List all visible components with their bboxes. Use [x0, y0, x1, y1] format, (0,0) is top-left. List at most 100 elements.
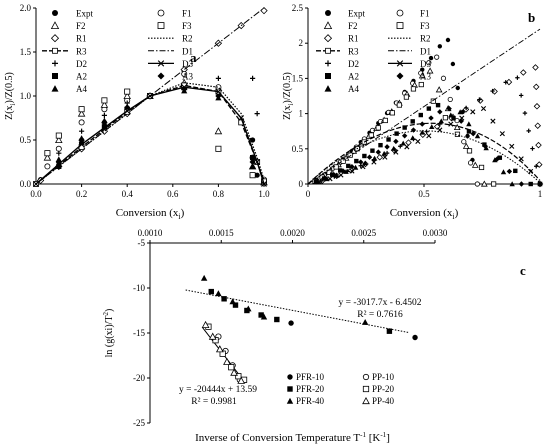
data-point: [349, 168, 355, 174]
data-point: [490, 88, 495, 94]
data-point: [338, 172, 344, 178]
x-tick-label: 0.0030: [423, 228, 448, 238]
fit-r2-1: R² = 0.7616: [357, 310, 403, 320]
legend-label: R1: [348, 34, 359, 44]
data-point: [430, 98, 436, 104]
data-point: [393, 149, 399, 155]
legend-label: R3: [76, 46, 87, 56]
data-point: [384, 150, 390, 156]
legend-label: R1: [76, 34, 87, 44]
legend-symbol: [52, 10, 58, 16]
data-point: [215, 88, 222, 95]
data-point: [327, 176, 333, 182]
y-tick-label: -10: [133, 283, 145, 293]
y-tick-label: 0.5: [20, 135, 32, 145]
data-point: [426, 60, 432, 66]
legend-symbol: [286, 397, 294, 404]
data-point: [250, 75, 256, 81]
data-point: [458, 118, 464, 124]
legend-label: F1: [420, 9, 430, 19]
data-point: [215, 94, 222, 101]
data-point: [497, 155, 503, 160]
legend-symbol: [287, 374, 293, 380]
data-point: [428, 55, 434, 61]
data-point: [230, 368, 238, 376]
data-point: [535, 161, 543, 168]
data-point: [101, 97, 108, 104]
data-point: [446, 105, 452, 112]
data-point: [375, 125, 381, 131]
legend-symbol: [52, 73, 58, 79]
data-point: [466, 121, 472, 127]
data-point: [533, 103, 541, 110]
data-point: [371, 159, 377, 165]
data-point: [288, 320, 294, 326]
data-point: [124, 108, 131, 114]
data-point: [528, 181, 533, 187]
data-point: [509, 143, 515, 149]
legend-label: Expt: [76, 9, 93, 19]
legend-label: PFR-40: [296, 396, 325, 406]
legend-symbol: [50, 21, 60, 30]
data-point: [428, 115, 434, 121]
legend-label: A4: [76, 84, 87, 94]
fit-r2-2: R² = 0.9981: [191, 397, 237, 407]
data-point: [396, 102, 402, 108]
data-point: [426, 106, 432, 111]
data-point: [44, 150, 51, 157]
data-point: [480, 105, 487, 112]
y-tick-label: 0: [299, 179, 304, 189]
data-point: [381, 150, 387, 156]
data-point: [466, 148, 473, 154]
data-point: [474, 181, 480, 187]
data-point: [476, 97, 484, 104]
data-point: [368, 132, 374, 138]
data-point: [56, 150, 62, 156]
data-point: [537, 181, 543, 187]
data-point: [55, 136, 63, 144]
legend-marker: [325, 47, 331, 54]
legend-a: Expt F1 F2 F3 R1 R2 R3 D1 D2 D3 A2 A3 A4: [42, 9, 193, 94]
d1-line: [307, 28, 541, 185]
series-pfr-10: [288, 320, 418, 341]
fit-line-1: [185, 289, 410, 334]
legend-label: A2: [348, 72, 359, 82]
data-point: [461, 139, 467, 145]
series-expt: [37, 84, 260, 183]
x-tick-label: 0.0: [30, 189, 42, 199]
data-point: [457, 109, 463, 115]
y-tick-label: 0.0: [20, 179, 32, 189]
legend-symbol: [362, 396, 370, 405]
panel-label-a: a: [190, 50, 197, 65]
r3-line: [307, 122, 541, 185]
data-point: [366, 154, 373, 160]
legend-label: PP-20: [372, 384, 395, 394]
data-point: [532, 64, 539, 71]
data-point: [55, 132, 62, 139]
data-point: [410, 119, 415, 124]
legend-label: F3: [420, 21, 430, 31]
data-point: [333, 164, 339, 170]
data-point: [429, 124, 435, 130]
legend-symbol: [396, 72, 404, 80]
data-point: [463, 105, 469, 111]
legend-label: R2: [182, 34, 193, 44]
data-point: [221, 296, 227, 302]
data-point: [79, 128, 85, 134]
data-point: [215, 345, 224, 353]
x-tick-label: 0.4: [122, 189, 134, 199]
data-point: [228, 364, 235, 371]
x-tick-label: 0.2: [76, 189, 87, 199]
data-point: [400, 140, 406, 146]
panel-b: 0 0.5 1 0 0.5 1 1.5 2 2.5 Expt F1 F2 F3 R1 R2 R3 D1 D2 D3 A…: [282, 3, 544, 221]
legend-symbol: [157, 72, 165, 80]
data-point: [450, 61, 456, 67]
x-tick-label: 0.0020: [280, 228, 305, 238]
data-point: [442, 115, 448, 121]
data-point: [490, 181, 497, 187]
data-point: [124, 88, 131, 95]
data-point: [258, 312, 264, 318]
legend-label: F2: [348, 21, 358, 31]
data-point: [238, 115, 245, 121]
data-point: [181, 87, 188, 94]
